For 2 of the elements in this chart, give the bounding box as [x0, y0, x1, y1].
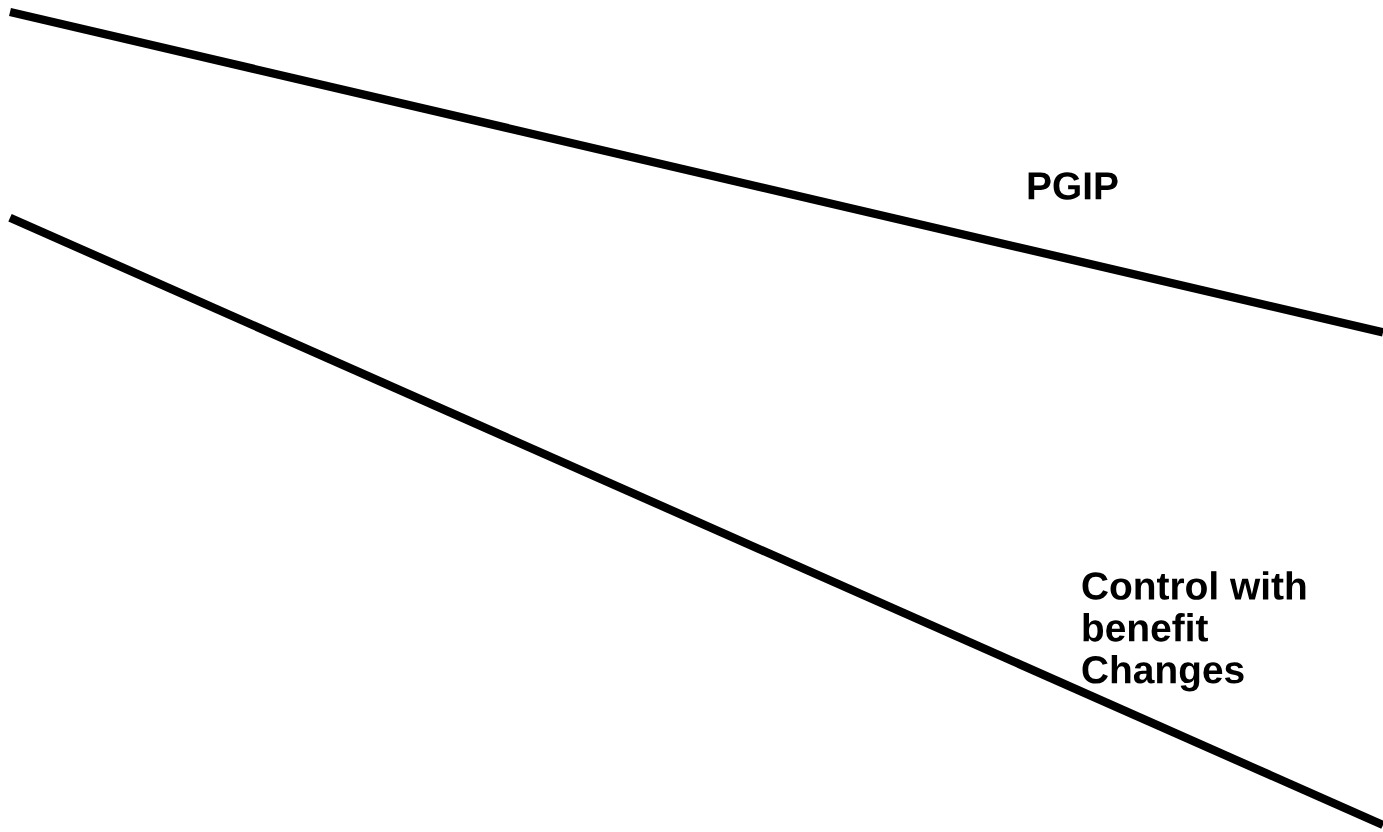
- series-label: Control with benefit Changes: [1082, 571, 1306, 692]
- series-label: PGIP: [1028, 172, 1118, 200]
